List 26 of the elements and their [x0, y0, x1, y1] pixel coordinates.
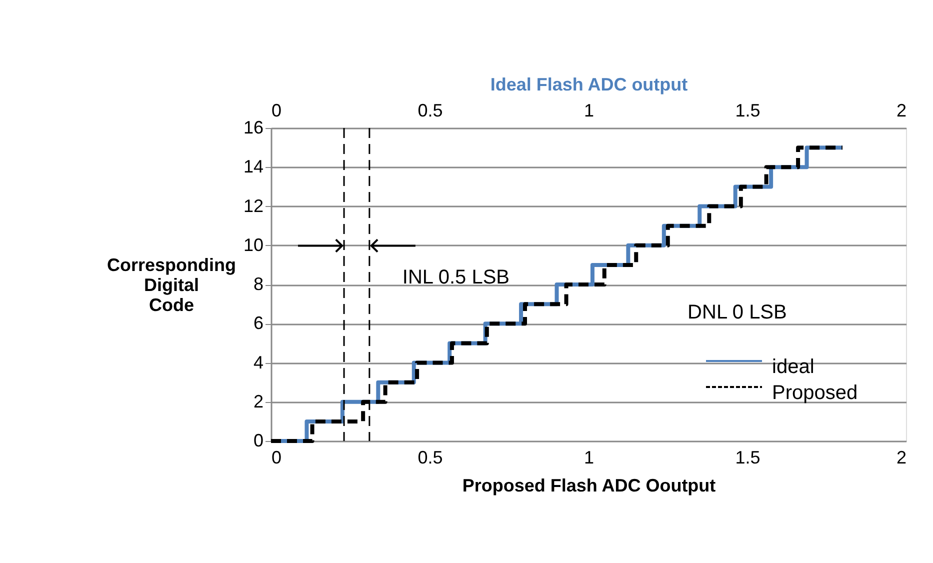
y-tick-label: 4 — [253, 352, 264, 372]
x2-tick-label: 1 — [584, 100, 594, 120]
y-tick-label: 0 — [253, 430, 264, 450]
y-tick-label: 10 — [243, 234, 264, 255]
legend-label: ideal — [772, 356, 814, 378]
y-tick-label: 12 — [243, 196, 264, 216]
y-tick-label: 2 — [253, 391, 264, 412]
x2-tick-label: 0 — [272, 100, 282, 120]
x-tick-label: 0.5 — [418, 448, 443, 468]
x-axis-title: Proposed Flash ADC Ooutput — [462, 476, 716, 496]
y-tick-label: 6 — [253, 313, 264, 334]
x-tick-label: 2 — [896, 448, 906, 468]
x-tick-label: 1 — [584, 448, 594, 468]
x2-axis-title: Ideal Flash ADC output — [490, 74, 688, 94]
y-tick-label: 14 — [243, 156, 264, 177]
annotation: DNL 0 LSB — [688, 302, 787, 324]
x2-tick-label: 2 — [896, 100, 906, 120]
x-tick-label: 0 — [272, 448, 282, 468]
x2-tick-label: 0.5 — [418, 100, 443, 120]
y-axis-title: Corresponding Digital Code — [107, 255, 236, 316]
x2-tick-label: 1.5 — [735, 100, 760, 120]
y-tick-label: 16 — [243, 118, 264, 138]
legend-label: Proposed — [772, 382, 858, 404]
y-tick-label: 8 — [253, 274, 264, 294]
x-tick-label: 1.5 — [735, 448, 760, 468]
annotation: INL 0.5 LSB — [402, 266, 510, 288]
